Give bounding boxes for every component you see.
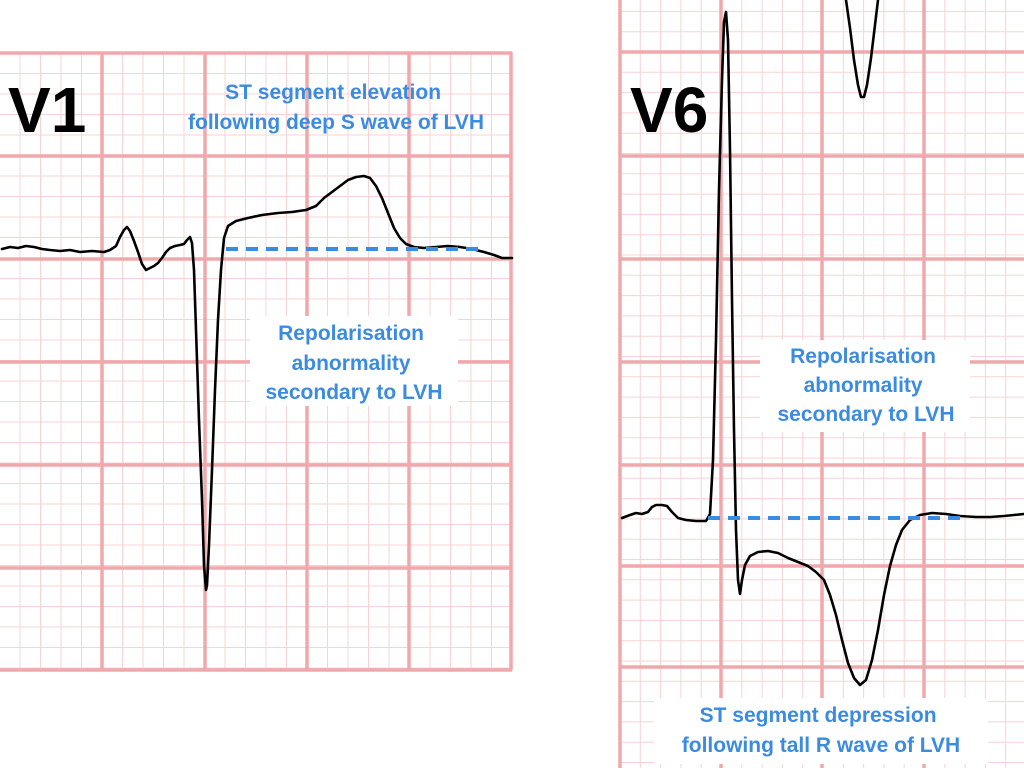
annotation-background xyxy=(654,698,988,764)
lead-label-v6: V6 xyxy=(630,74,708,146)
annotation-line: Repolarisation xyxy=(278,322,424,345)
annotation-line: ST segment elevation xyxy=(225,81,441,104)
annotation-line: following tall R wave of LVH xyxy=(682,734,960,757)
annotation-background xyxy=(250,316,458,406)
annotation-background xyxy=(760,340,970,432)
annotation-st-depression: ST segment depression following tall R w… xyxy=(682,704,960,757)
annotation-line: Repolarisation xyxy=(790,345,936,368)
annotation-line: abnormality xyxy=(292,352,411,375)
annotation-repolarisation-v6: Repolarisation abnormality secondary to … xyxy=(778,345,955,426)
annotation-st-elevation: ST segment elevation following deep S wa… xyxy=(188,81,484,134)
annotation-line: secondary to LVH xyxy=(778,403,955,426)
annotation-line: following deep S wave of LVH xyxy=(188,111,484,134)
annotation-line: secondary to LVH xyxy=(266,381,443,404)
ecg-trace-v6-top xyxy=(844,0,880,99)
annotation-line: ST segment depression xyxy=(700,704,937,727)
lead-label-v1: V1 xyxy=(8,74,86,146)
panel-v6: V6 Repolarisation abnormality secondary … xyxy=(618,0,1024,768)
panel-v1: V1 ST segment elevation following deep S… xyxy=(0,51,514,672)
annotation-line: abnormality xyxy=(804,374,923,397)
annotation-repolarisation-v1: Repolarisation abnormality secondary to … xyxy=(266,322,443,404)
ecg-trace-v6 xyxy=(620,10,1024,687)
ecg-trace-v1 xyxy=(0,174,514,592)
